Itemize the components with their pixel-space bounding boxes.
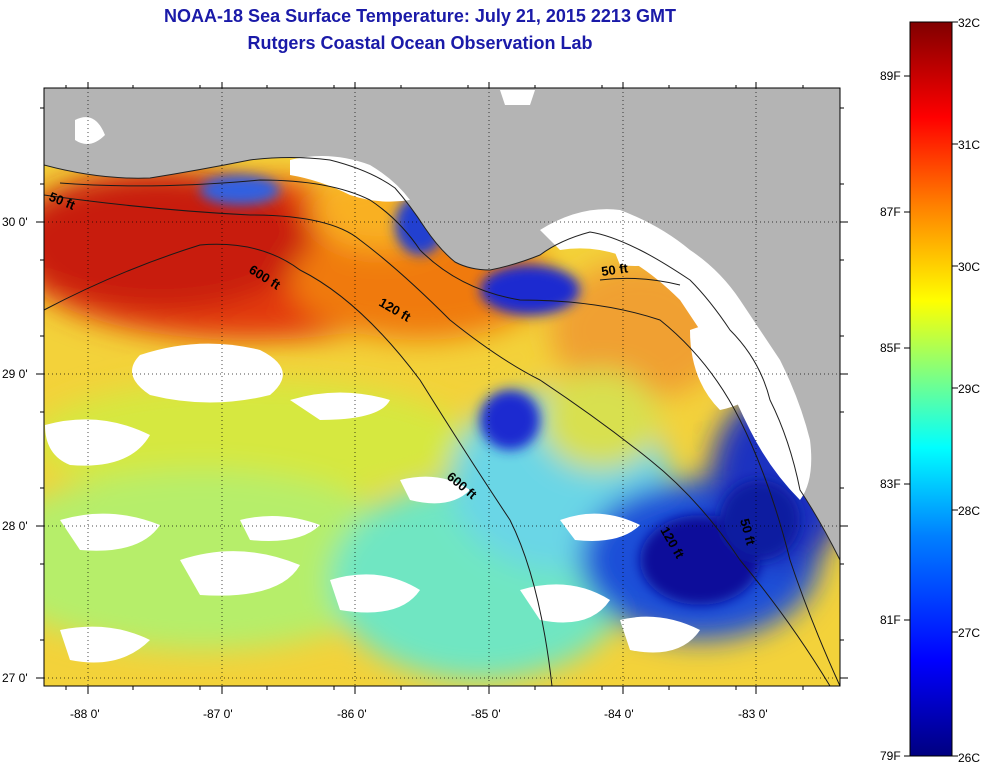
lon-tick-83: -83 0' bbox=[738, 707, 768, 721]
colorbar-gradient bbox=[909, 21, 953, 757]
colorbar-c-26: 26C bbox=[958, 751, 980, 765]
lon-tick-86: -86 0' bbox=[337, 707, 367, 721]
colorbar-f-85: 85F bbox=[880, 341, 901, 355]
map-subtitle: Rutgers Coastal Ocean Observation Lab bbox=[247, 33, 593, 53]
colorbar: 32C 31C 30C 29C 28C 27C 26C 89F 87F 85F … bbox=[880, 16, 980, 765]
lat-axis: 30 0' 29 0' 28 0' 27 0' bbox=[2, 215, 28, 685]
colorbar-f-81: 81F bbox=[880, 613, 901, 627]
colorbar-f-89: 89F bbox=[880, 69, 901, 83]
colorbar-c-27: 27C bbox=[958, 626, 980, 640]
lat-tick-28: 28 0' bbox=[2, 519, 28, 533]
lat-tick-30: 30 0' bbox=[2, 215, 28, 229]
colorbar-c-32: 32C bbox=[958, 16, 980, 30]
colorbar-f-83: 83F bbox=[880, 477, 901, 491]
colorbar-f-79: 79F bbox=[880, 749, 901, 763]
lon-tick-87: -87 0' bbox=[203, 707, 233, 721]
lon-axis: -88 0' -87 0' -86 0' -85 0' -84 0' -83 0… bbox=[70, 707, 768, 721]
lat-tick-29: 29 0' bbox=[2, 367, 28, 381]
map-field bbox=[44, 88, 840, 686]
contour-label-7: 50 ft bbox=[737, 517, 759, 547]
lon-tick-84: -84 0' bbox=[604, 707, 634, 721]
colorbar-ticks bbox=[904, 21, 958, 757]
lat-tick-27: 27 0' bbox=[2, 671, 28, 685]
contour-label-5: 50 ft bbox=[600, 260, 629, 279]
map-title: NOAA-18 Sea Surface Temperature: July 21… bbox=[164, 6, 676, 26]
colorbar-c-31: 31C bbox=[958, 138, 980, 152]
colorbar-c-28: 28C bbox=[958, 504, 980, 518]
colorbar-c-30: 30C bbox=[958, 260, 980, 274]
lon-tick-85: -85 0' bbox=[471, 707, 501, 721]
map-grid bbox=[36, 82, 848, 694]
colorbar-f-87: 87F bbox=[880, 205, 901, 219]
lon-tick-88: -88 0' bbox=[70, 707, 100, 721]
colorbar-c-29: 29C bbox=[958, 382, 980, 396]
